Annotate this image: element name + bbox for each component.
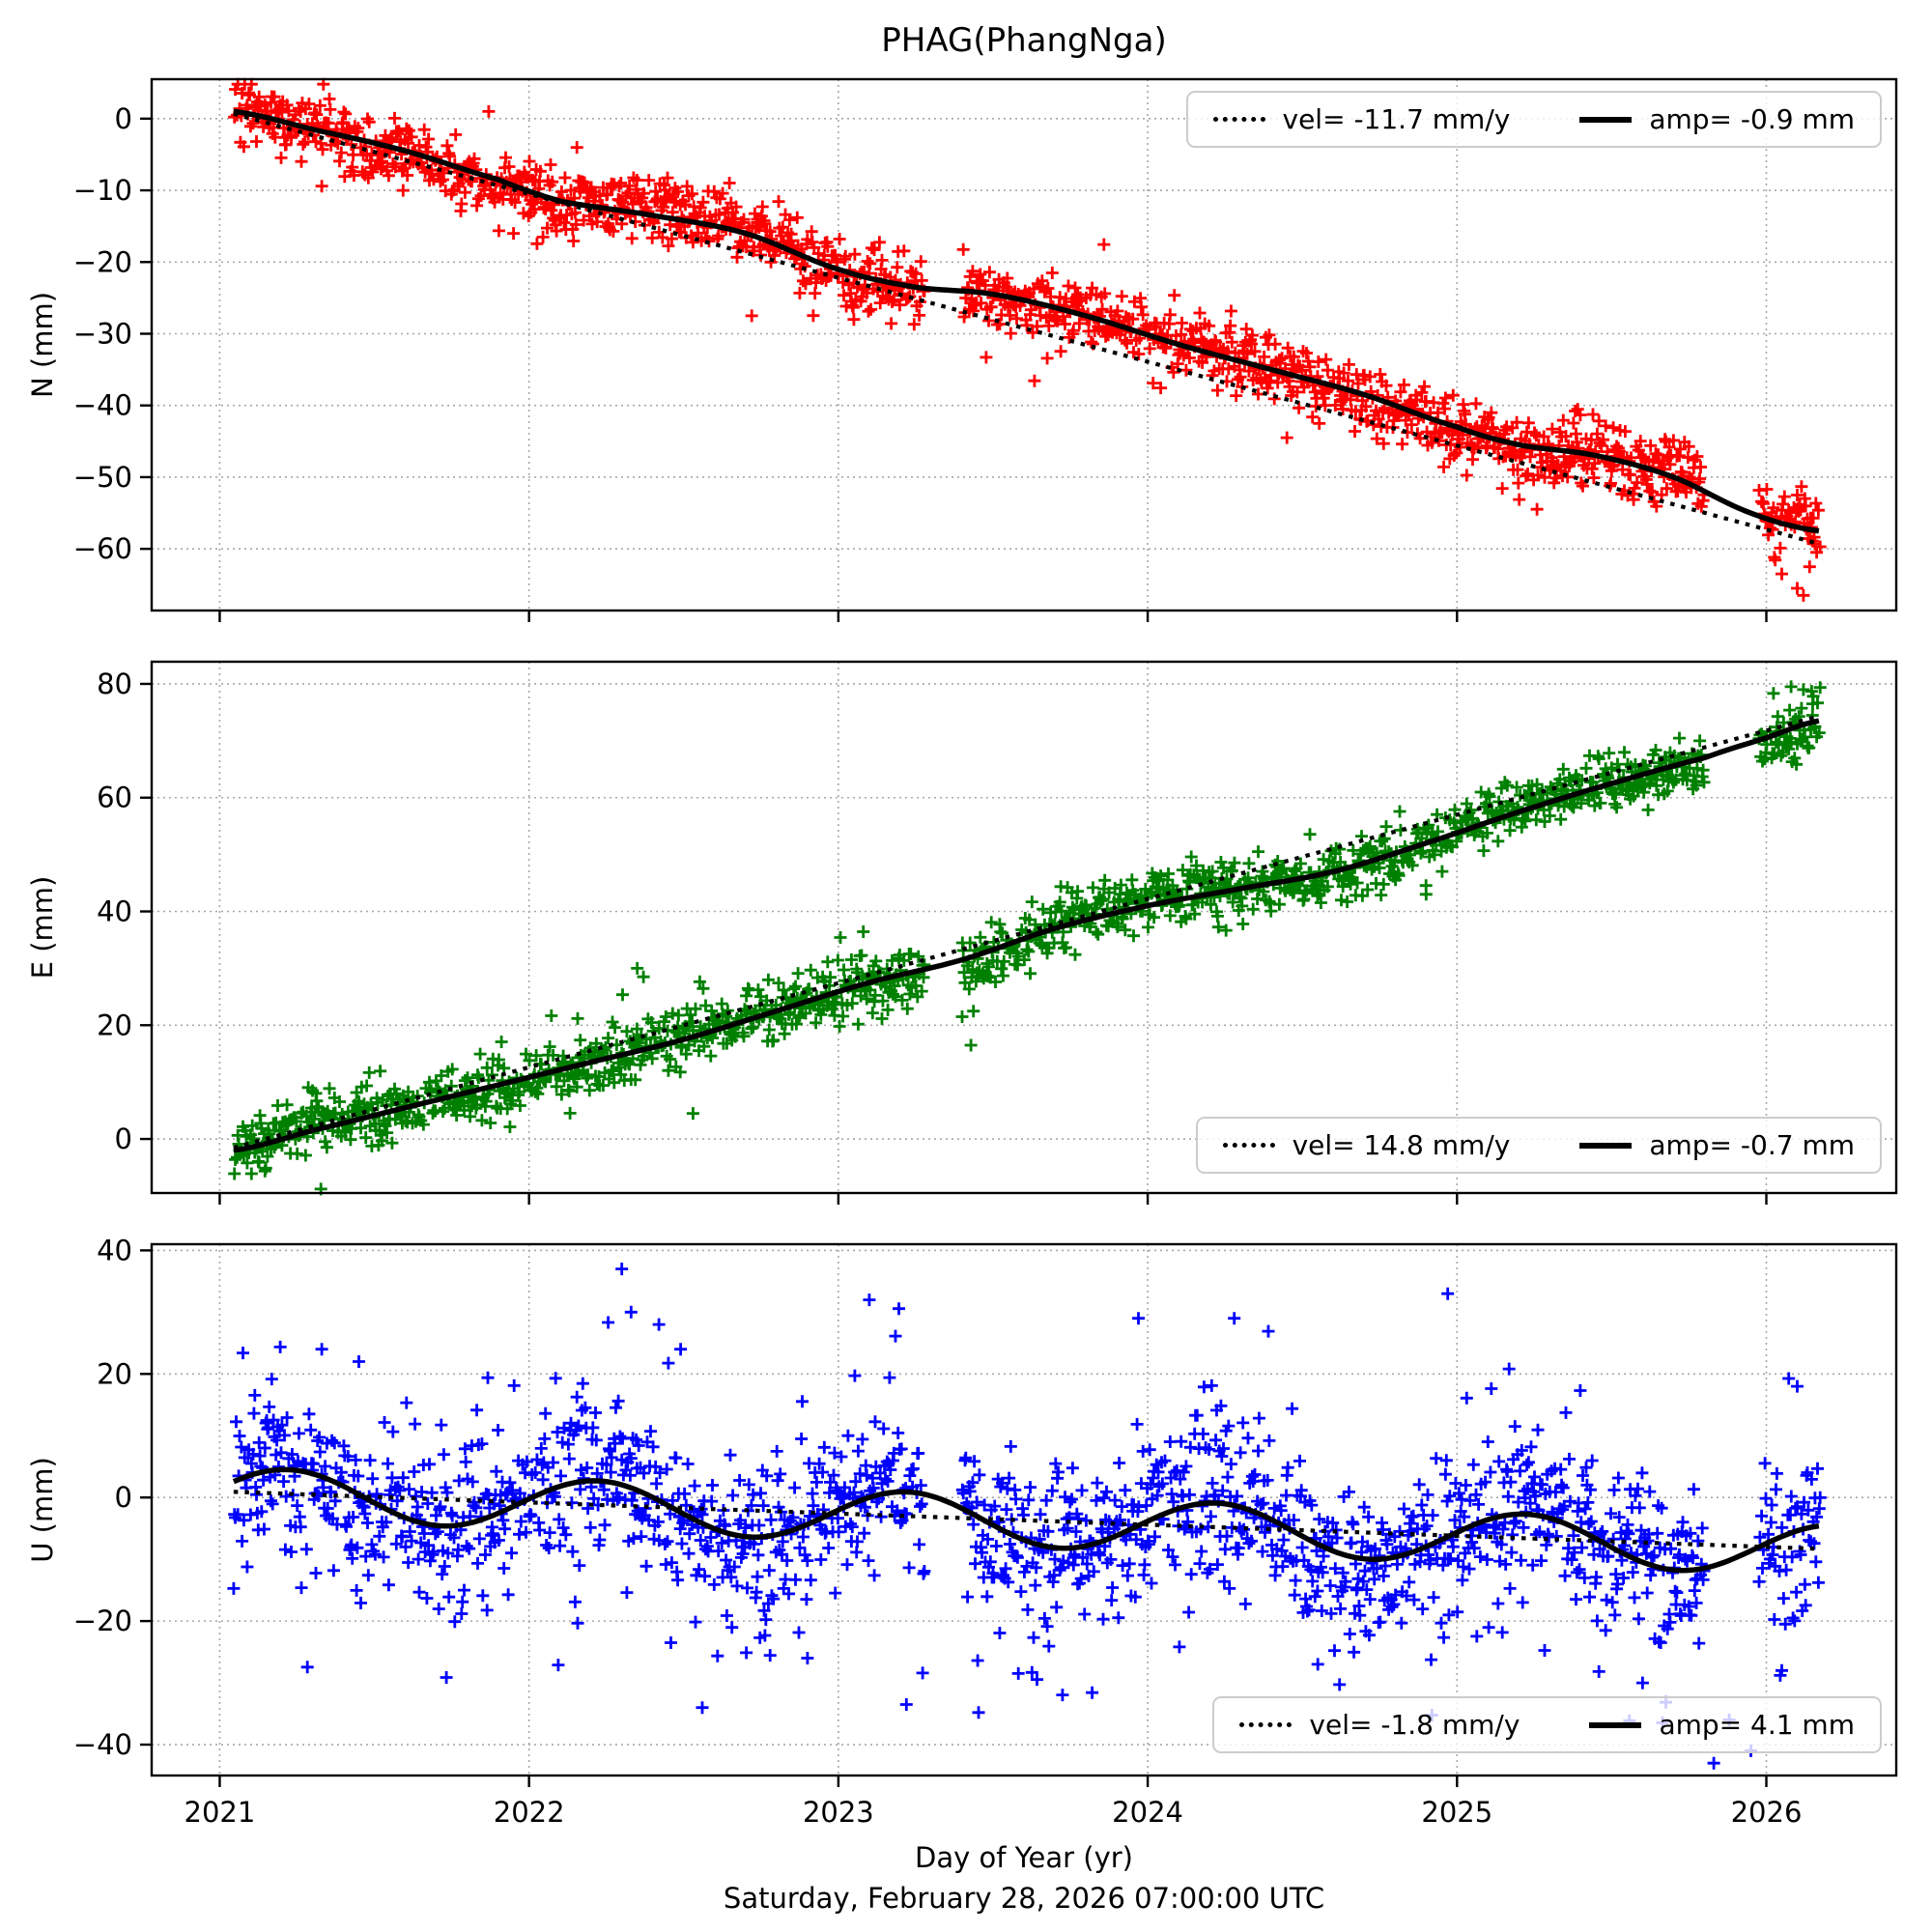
svg-text:−60: −60 bbox=[73, 532, 132, 565]
svg-text:0: 0 bbox=[115, 1122, 132, 1155]
legend-amp-label: amp= 4.1 mm bbox=[1659, 1709, 1855, 1741]
solid-line-sample bbox=[1579, 1142, 1633, 1149]
legend-item-amplitude: amp= 4.1 mm bbox=[1589, 1709, 1855, 1741]
svg-text:40: 40 bbox=[97, 1234, 132, 1266]
legend-item-velocity: vel= -1.8 mm/y bbox=[1239, 1709, 1520, 1741]
legend-item-velocity: vel= 14.8 mm/y bbox=[1222, 1129, 1511, 1161]
y-axis-label-u: U (mm) bbox=[26, 1457, 59, 1563]
legend-u: vel= -1.8 mm/y amp= 4.1 mm bbox=[1212, 1696, 1882, 1753]
svg-text:2022: 2022 bbox=[494, 1796, 565, 1829]
svg-text:2026: 2026 bbox=[1731, 1796, 1803, 1829]
svg-text:−40: −40 bbox=[73, 389, 132, 422]
solid-line-sample bbox=[1579, 116, 1633, 123]
y-axis-label-e: E (mm) bbox=[26, 875, 59, 980]
legend-amp-label: amp= -0.7 mm bbox=[1649, 1129, 1855, 1161]
solid-line-sample bbox=[1589, 1721, 1642, 1728]
svg-text:0: 0 bbox=[115, 102, 132, 135]
svg-text:20: 20 bbox=[97, 1357, 132, 1390]
legend-item-amplitude: amp= -0.9 mm bbox=[1579, 103, 1855, 135]
svg-text:2025: 2025 bbox=[1421, 1796, 1492, 1829]
svg-text:60: 60 bbox=[97, 781, 132, 814]
legend-n: vel= -11.7 mm/y amp= -0.9 mm bbox=[1185, 91, 1882, 148]
x-axis-label: Day of Year (yr) bbox=[915, 1841, 1133, 1874]
svg-text:0: 0 bbox=[115, 1481, 132, 1514]
legend-amp-label: amp= -0.9 mm bbox=[1649, 103, 1855, 135]
dotted-line-sample bbox=[1212, 117, 1265, 122]
svg-text:2023: 2023 bbox=[803, 1796, 874, 1829]
svg-text:2024: 2024 bbox=[1112, 1796, 1183, 1829]
dotted-line-sample bbox=[1239, 1722, 1293, 1727]
figure-title: PHAG(PhangNga) bbox=[881, 21, 1167, 60]
legend-e: vel= 14.8 mm/y amp= -0.7 mm bbox=[1195, 1117, 1882, 1174]
legend-item-amplitude: amp= -0.7 mm bbox=[1579, 1129, 1855, 1161]
svg-text:−50: −50 bbox=[73, 461, 132, 494]
svg-text:20: 20 bbox=[97, 1009, 132, 1041]
svg-text:−30: −30 bbox=[73, 317, 132, 350]
timestamp-caption: Saturday, February 28, 2026 07:00:00 UTC bbox=[723, 1882, 1325, 1915]
y-axis-label-n: N (mm) bbox=[26, 291, 59, 399]
svg-text:80: 80 bbox=[97, 668, 132, 700]
svg-text:−20: −20 bbox=[73, 245, 132, 278]
svg-text:40: 40 bbox=[97, 895, 132, 928]
legend-vel-label: vel= -11.7 mm/y bbox=[1282, 103, 1511, 135]
dotted-line-sample bbox=[1222, 1143, 1275, 1148]
legend-vel-label: vel= 14.8 mm/y bbox=[1292, 1129, 1511, 1161]
svg-text:−40: −40 bbox=[73, 1728, 132, 1761]
svg-text:−20: −20 bbox=[73, 1605, 132, 1637]
legend-vel-label: vel= -1.8 mm/y bbox=[1309, 1709, 1520, 1741]
svg-text:2021: 2021 bbox=[185, 1796, 256, 1829]
legend-item-velocity: vel= -11.7 mm/y bbox=[1212, 103, 1511, 135]
svg-text:−10: −10 bbox=[73, 174, 132, 207]
